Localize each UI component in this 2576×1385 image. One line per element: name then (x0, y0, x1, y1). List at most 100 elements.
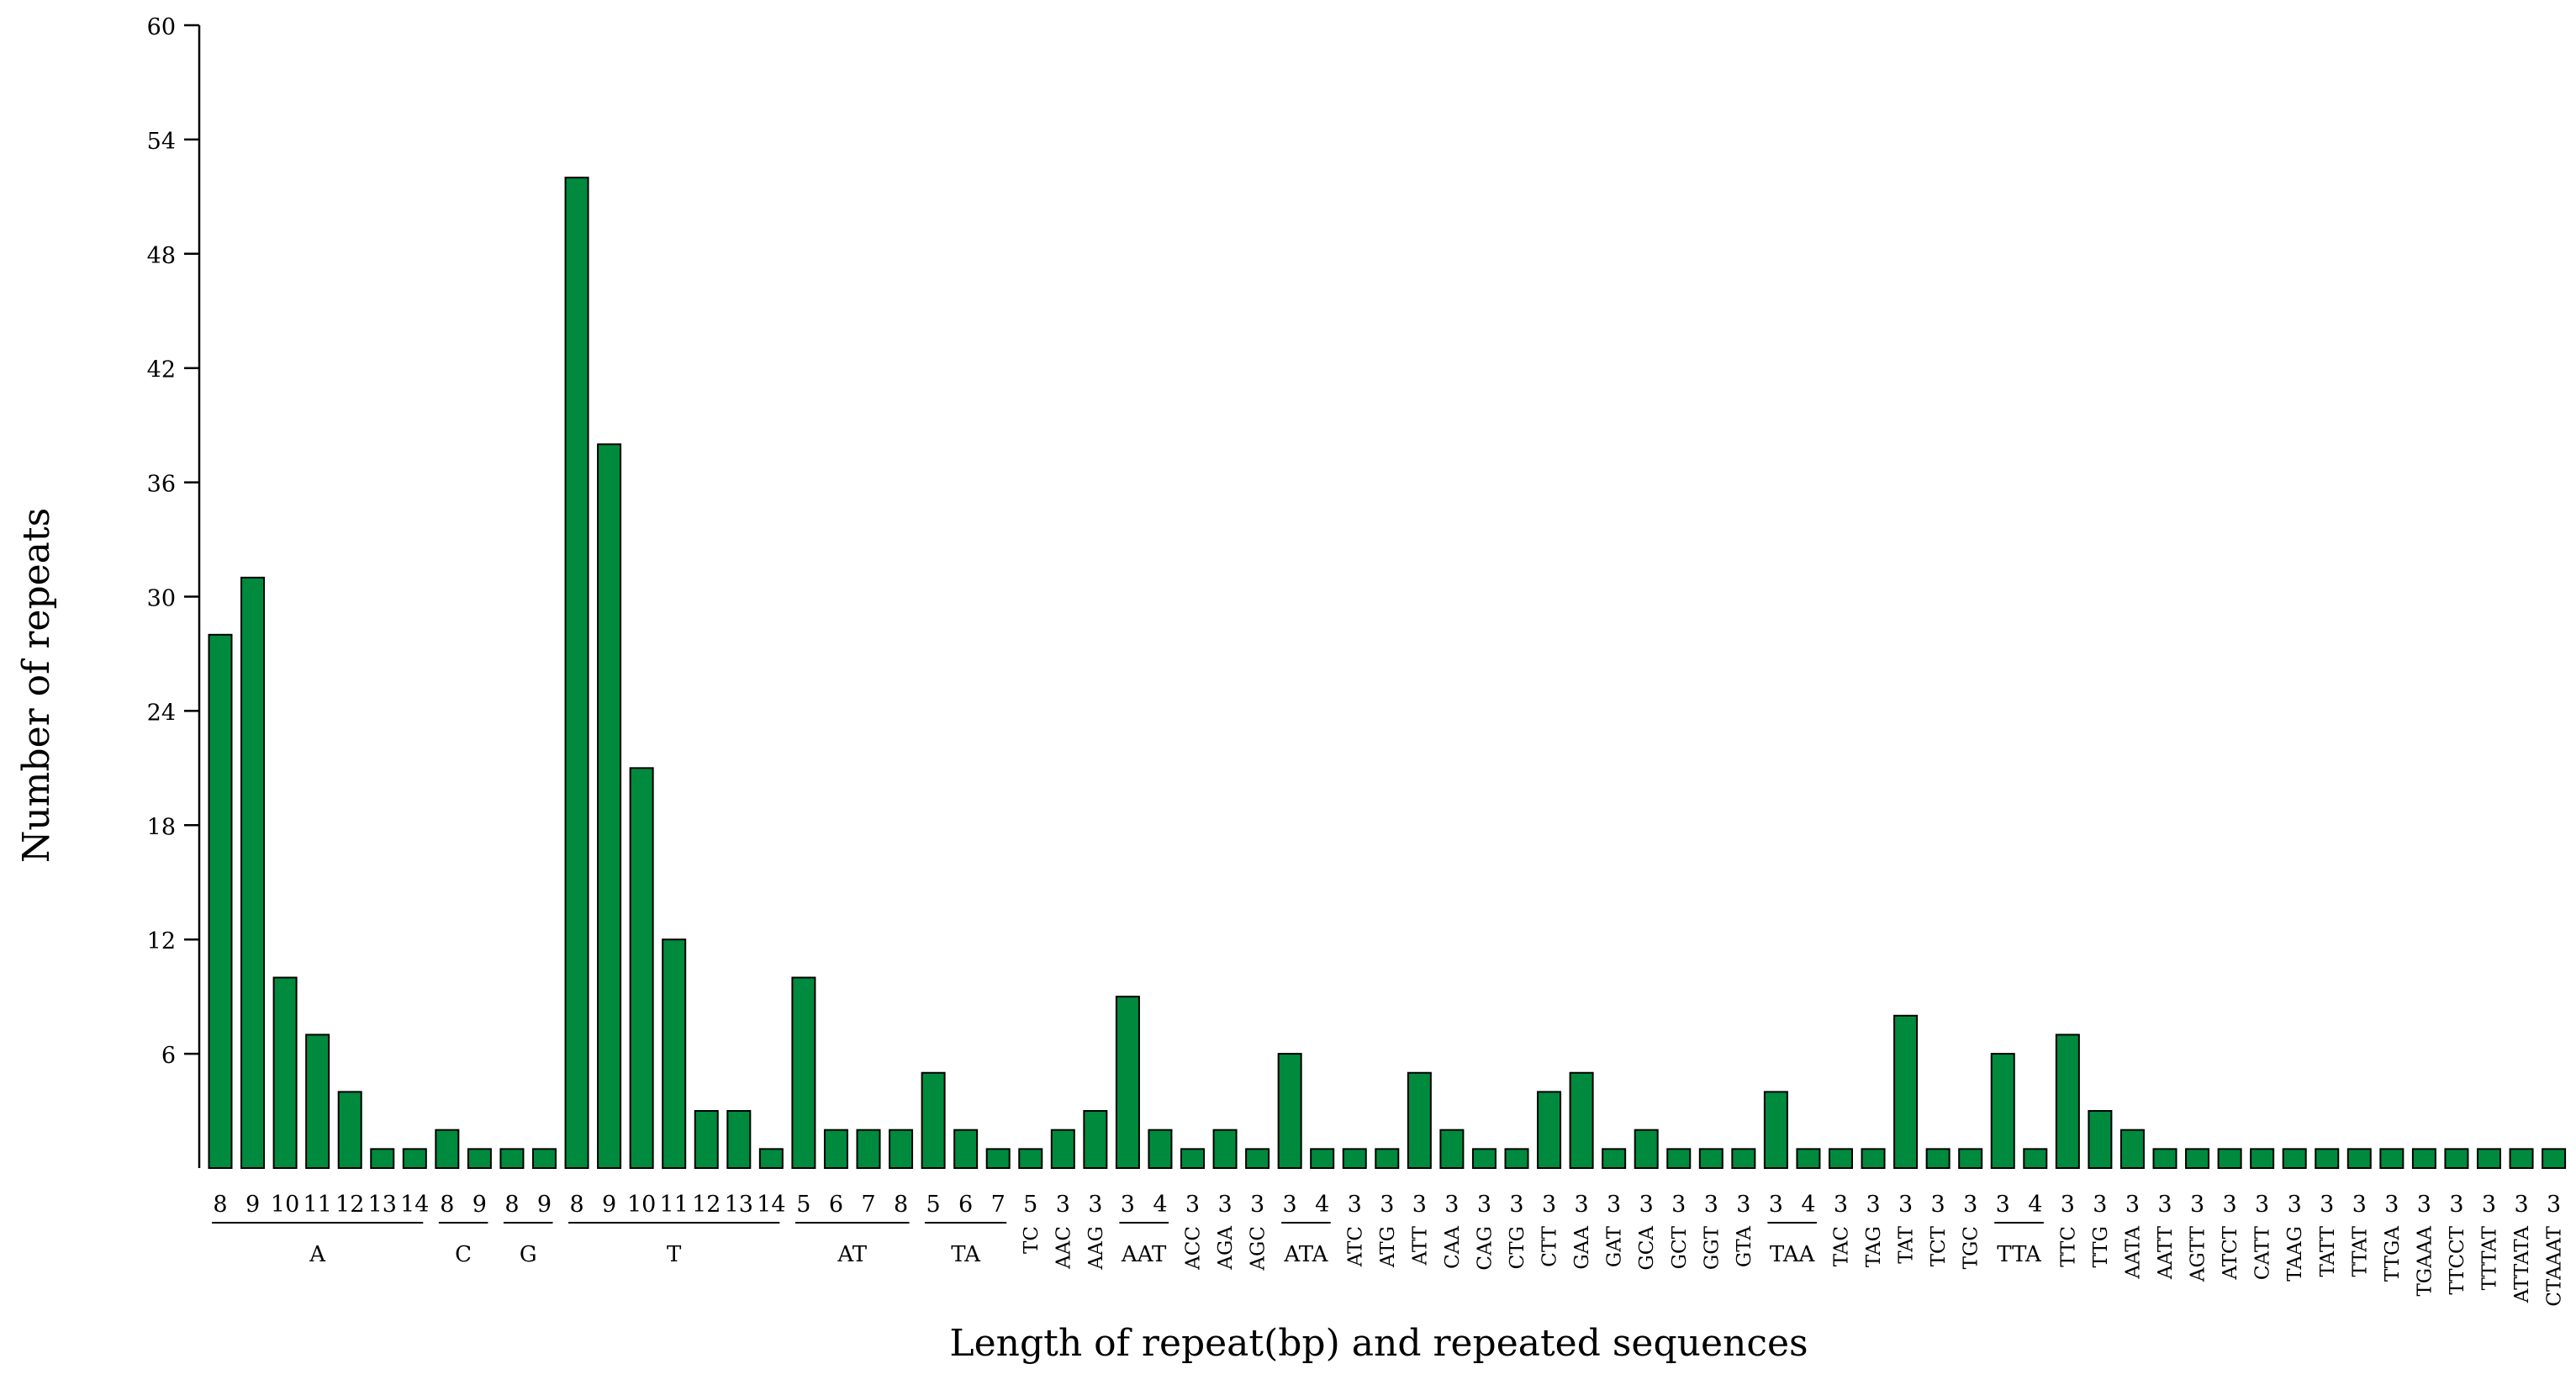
x-length-label: 3 (1509, 1192, 1523, 1218)
bar (1861, 1148, 1886, 1169)
y-tick-label: 54 (147, 129, 176, 155)
x-length-label: 9 (245, 1192, 260, 1218)
x-length-label: 3 (2157, 1192, 2172, 1218)
x-length-label: 6 (958, 1192, 973, 1218)
bar (662, 938, 687, 1169)
x-length-label: 12 (335, 1192, 364, 1218)
bar (1471, 1148, 1497, 1169)
x-length-label: 11 (660, 1192, 689, 1218)
x-length-label: 5 (926, 1192, 941, 1218)
bar (758, 1148, 784, 1169)
x-length-label: 10 (627, 1192, 656, 1218)
bar (2542, 1148, 2567, 1169)
bar (726, 1110, 752, 1170)
y-axis: 6 12 18 24 30 36 42 48 54 60 (147, 14, 201, 1168)
bar (2185, 1148, 2210, 1169)
bar (1018, 1148, 1043, 1169)
group-label: GAA (1571, 1226, 1593, 1270)
bar (272, 976, 298, 1169)
x-length-label: 9 (472, 1192, 487, 1218)
group-label: ATG (1377, 1226, 1399, 1268)
bar (1958, 1148, 1983, 1169)
x-length-label: 8 (569, 1192, 583, 1218)
x-length-label: 3 (1866, 1192, 1880, 1218)
y-axis-title: Number of repeats (15, 508, 58, 863)
x-length-label: 14 (757, 1192, 785, 1218)
bar (1537, 1091, 1562, 1170)
y-tick-label: 24 (147, 700, 176, 726)
group-label: T (667, 1242, 682, 1267)
group-label: GAT (1604, 1225, 1626, 1267)
bar (1083, 1110, 1108, 1170)
group-label: TAC (1831, 1226, 1853, 1266)
bar (240, 576, 266, 1169)
bars-layer (208, 177, 2567, 1170)
group-label: TAT (1896, 1225, 1918, 1263)
bar (2444, 1148, 2469, 1169)
group-label: GCA (1636, 1226, 1658, 1271)
x-length-label: 3 (1639, 1192, 1654, 1218)
bar (921, 1071, 946, 1169)
x-length-label: 3 (1963, 1192, 1977, 1218)
x-length-label: 3 (2061, 1192, 2075, 1218)
x-length-label: 3 (1217, 1192, 1232, 1218)
bar (2346, 1148, 2372, 1169)
x-length-label: 3 (2514, 1192, 2528, 1218)
group-label: TTTAT (2479, 1225, 2501, 1290)
bar (1148, 1129, 1173, 1169)
y-tick-label: 12 (147, 928, 176, 954)
group-label: AAT (1121, 1242, 1167, 1267)
x-length-label: 3 (2320, 1192, 2334, 1218)
x-length-label: 3 (2482, 1192, 2496, 1218)
x-length-label: 3 (2449, 1192, 2463, 1218)
x-length-label: 3 (1736, 1192, 1750, 1218)
x-length-label: 3 (1834, 1192, 1848, 1218)
x-length-label: 3 (1412, 1192, 1427, 1218)
group-label: CTAAAT (2544, 1225, 2566, 1306)
group-label: AGTT (2188, 1225, 2209, 1282)
x-length-label: 3 (1704, 1192, 1718, 1218)
x-length-label: 8 (504, 1192, 519, 1218)
group-label: AT (837, 1242, 867, 1267)
x-length-label: 3 (2547, 1192, 2561, 1218)
group-label: TAA (1770, 1242, 1816, 1267)
bar (1569, 1071, 1594, 1169)
x-length-label: 4 (1153, 1192, 1167, 1218)
x-length-label: 14 (400, 1192, 429, 1218)
x-length-label: 3 (1088, 1192, 1102, 1218)
bar (467, 1148, 492, 1169)
bar (2152, 1148, 2177, 1169)
x-length-label: 3 (1542, 1192, 1556, 1218)
bar (1180, 1148, 1205, 1169)
group-label: ATC (1344, 1226, 1366, 1267)
bar (1342, 1148, 1367, 1169)
bar (402, 1148, 427, 1169)
bar (1666, 1148, 1692, 1169)
bar (1277, 1053, 1302, 1169)
group-label: AAG (1085, 1226, 1107, 1271)
x-length-label: 3 (2384, 1192, 2399, 1218)
x-length-label: 3 (2417, 1192, 2431, 1218)
bar (1829, 1148, 1853, 1169)
group-label: AAC (1053, 1226, 1074, 1270)
bar (1050, 1129, 1075, 1169)
group-label: TC (1021, 1226, 1043, 1254)
bar (532, 1148, 557, 1169)
group-label: AGC (1248, 1226, 1270, 1271)
bar (337, 1091, 362, 1170)
y-tick-label: 30 (147, 586, 176, 612)
x-length-label: 3 (1769, 1192, 1783, 1218)
group-label: GGT (1701, 1225, 1723, 1270)
x-length-label: 5 (1023, 1192, 1037, 1218)
group-label: CAG (1474, 1226, 1496, 1271)
group-label: TTAT (2349, 1225, 2371, 1277)
x-length-label: 3 (2223, 1192, 2237, 1218)
x-length-label: 3 (2125, 1192, 2140, 1218)
y-tick-label: 6 (161, 1043, 176, 1069)
x-length-label: 3 (1380, 1192, 1394, 1218)
group-label: TTCCT (2447, 1225, 2468, 1294)
bar (1407, 1071, 1432, 1169)
bar (597, 443, 622, 1169)
x-length-label: 11 (303, 1192, 331, 1218)
